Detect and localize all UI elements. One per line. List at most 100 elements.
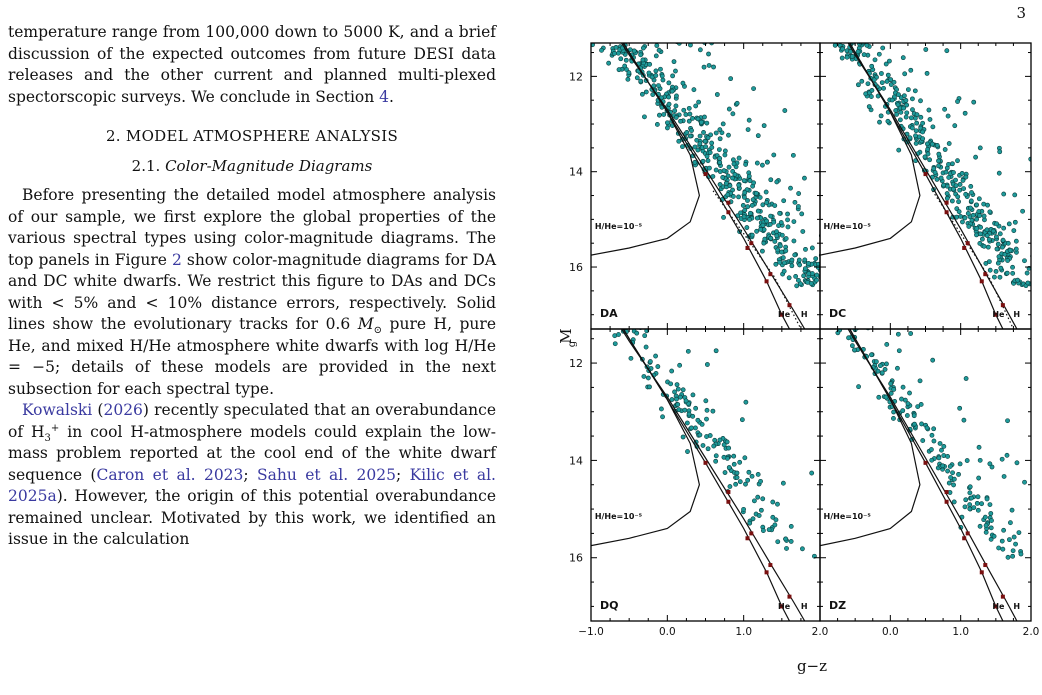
data-point — [780, 480, 786, 486]
data-point — [697, 47, 703, 53]
data-point — [963, 497, 969, 503]
data-point — [1011, 534, 1017, 540]
data-point — [618, 56, 624, 62]
data-point — [730, 175, 735, 181]
data-point — [939, 447, 944, 453]
data-point — [770, 499, 776, 505]
data-point — [688, 43, 693, 48]
data-point — [925, 151, 931, 157]
data-point — [792, 199, 798, 205]
data-point — [1015, 277, 1021, 283]
data-point — [974, 500, 980, 506]
data-point — [821, 261, 825, 265]
data-point — [789, 257, 795, 263]
data-point — [880, 45, 886, 51]
data-point — [1036, 280, 1040, 284]
data-point — [626, 70, 632, 76]
data-point — [647, 61, 653, 67]
figure-2-link[interactable]: 2 — [171, 250, 182, 269]
panel-label: DZ — [829, 599, 846, 612]
data-point — [904, 413, 910, 418]
data-point — [920, 438, 926, 443]
track-marker — [983, 272, 988, 277]
data-point — [979, 501, 985, 507]
data-point — [1001, 191, 1007, 197]
data-point — [999, 538, 1005, 544]
data-point — [658, 66, 663, 72]
data-point — [869, 63, 875, 69]
data-point — [694, 137, 700, 143]
data-point — [745, 198, 750, 203]
data-point — [774, 233, 780, 239]
data-point — [716, 147, 722, 153]
data-point — [825, 38, 829, 42]
data-point — [788, 523, 794, 529]
data-point — [778, 220, 784, 225]
data-point — [791, 219, 797, 225]
caron-citation[interactable]: Caron et al. 2023 — [96, 465, 244, 484]
data-point — [785, 211, 790, 217]
x-tick-label: 1.0 — [952, 626, 969, 638]
data-point — [795, 204, 801, 209]
data-point — [881, 85, 886, 91]
kilic-citation[interactable]: Kilic et al. 2025a — [8, 465, 496, 506]
data-point — [845, 324, 849, 328]
data-point — [755, 208, 761, 214]
data-point — [680, 144, 685, 150]
data-point — [684, 420, 690, 426]
data-point — [764, 218, 769, 224]
he-track-label: He — [778, 602, 791, 611]
section-4-link[interactable]: 4 — [379, 87, 390, 106]
intro-paragraph: temperature range from 100,000 down to 5… — [8, 22, 496, 108]
sahu-citation[interactable]: Sahu et al. 2025 — [257, 465, 396, 484]
data-point — [885, 118, 891, 124]
data-point — [672, 108, 678, 114]
panel-plot-area — [591, 329, 817, 621]
data-point — [970, 212, 976, 218]
data-point — [634, 75, 640, 81]
data-point — [926, 107, 932, 113]
data-point — [901, 105, 907, 111]
data-point — [756, 513, 762, 518]
data-point — [967, 502, 973, 508]
data-point — [880, 267, 884, 271]
data-point — [612, 333, 618, 339]
data-point — [788, 539, 794, 544]
data-point — [918, 402, 924, 407]
data-point — [893, 108, 899, 113]
data-point — [931, 426, 937, 432]
data-point — [700, 443, 706, 448]
mixed-track — [591, 329, 701, 547]
data-point — [897, 117, 903, 123]
data-point — [945, 468, 951, 474]
data-point — [920, 129, 926, 135]
data-point — [858, 280, 862, 284]
data-point — [789, 263, 795, 269]
data-point — [896, 348, 902, 354]
data-point — [776, 223, 781, 228]
kowalski-link[interactable]: Kowalski — [22, 401, 93, 419]
data-point — [898, 109, 904, 115]
data-point — [974, 226, 980, 231]
data-point — [891, 79, 897, 85]
data-point — [741, 506, 746, 512]
kowalski-year-link[interactable]: 2026 — [103, 401, 143, 419]
data-point — [685, 348, 691, 354]
data-point — [604, 38, 608, 42]
data-point — [1013, 541, 1018, 547]
data-point — [826, 283, 830, 287]
data-point — [997, 149, 1003, 155]
data-point — [673, 68, 678, 74]
data-point — [659, 406, 664, 412]
data-point — [761, 240, 767, 246]
data-point — [669, 88, 675, 94]
h-track-label: H — [801, 602, 808, 611]
data-point — [656, 112, 662, 118]
cmd-text-3: pure H, pure He, and mixed H/He atmosphe… — [8, 315, 497, 398]
data-point — [745, 204, 751, 210]
data-point — [680, 80, 686, 86]
data-point — [903, 97, 909, 103]
data-point — [836, 277, 840, 281]
data-point — [750, 197, 756, 203]
data-point — [704, 153, 710, 159]
